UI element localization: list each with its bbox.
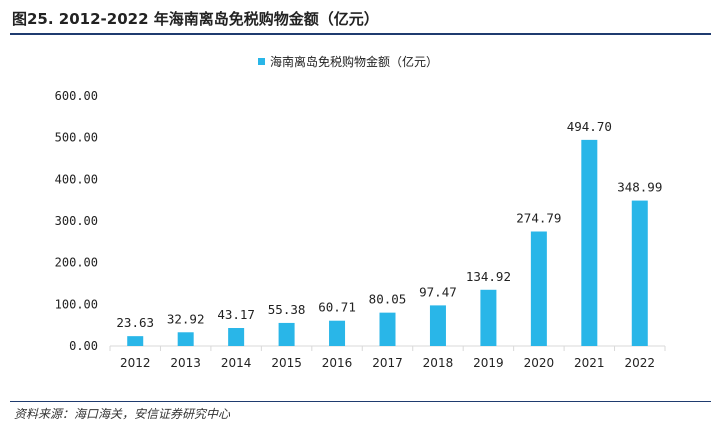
- y-tick-label: 600.00: [55, 89, 98, 103]
- source-note: 资料来源：海口海关，安信证券研究中心: [14, 407, 231, 421]
- bar-2017: [379, 312, 396, 346]
- bar-2019: [480, 289, 497, 346]
- y-tick-label: 500.00: [55, 131, 98, 145]
- data-label-2021: 494.70: [567, 119, 612, 134]
- x-axis: 2012 2013 2014 2015 2016 2017 2018 2019 2020 2021…: [109, 345, 666, 370]
- x-tick-label-2016: 2016: [322, 356, 353, 370]
- bar-2012: [127, 336, 144, 346]
- bar-2014: [228, 328, 245, 346]
- bar-chart: 海南离岛免税购物金额（亿元） 0.00 100.00 200.00 300.00 400…: [55, 54, 666, 370]
- y-tick-label: 100.00: [55, 297, 98, 311]
- data-label-2018: 97.47: [419, 284, 457, 299]
- x-tick-label-2019: 2019: [473, 356, 504, 370]
- chart-legend: 海南离岛免税购物金额（亿元）: [258, 54, 438, 69]
- bar-2022: [631, 200, 648, 346]
- bar-2016: [329, 320, 346, 346]
- bar-2018: [429, 305, 446, 346]
- legend-label: 海南离岛免税购物金额（亿元）: [270, 54, 438, 69]
- y-tick-label: 300.00: [55, 214, 98, 228]
- data-label-2012: 23.63: [116, 315, 154, 330]
- data-label-2019: 134.92: [466, 269, 511, 284]
- data-label-2013: 32.92: [167, 311, 205, 326]
- y-tick-label: 0.00: [69, 339, 98, 353]
- data-labels: 23.63 32.92 43.17 55.38 60.71 80.05 97.47 134.9…: [116, 119, 662, 330]
- data-label-2015: 55.38: [268, 302, 306, 317]
- y-axis: 0.00 100.00 200.00 300.00 400.00 500.00 600.00: [55, 89, 98, 353]
- x-tick-label-2017: 2017: [372, 356, 403, 370]
- bar-2021: [581, 139, 598, 346]
- x-tick-label-2021: 2021: [574, 356, 605, 370]
- source-rule: [10, 401, 711, 402]
- data-label-2016: 60.71: [318, 300, 356, 315]
- data-label-2017: 80.05: [369, 292, 407, 307]
- bar-2013: [177, 332, 194, 346]
- x-tick-label-2018: 2018: [423, 356, 454, 370]
- x-tick-label-2012: 2012: [120, 356, 151, 370]
- y-tick-label: 400.00: [55, 172, 98, 186]
- title-rule: [10, 33, 711, 35]
- y-tick-label: 200.00: [55, 256, 98, 270]
- bar-2020: [530, 231, 547, 346]
- x-tick-label-2022: 2022: [624, 356, 655, 370]
- x-tick-label-2020: 2020: [524, 356, 555, 370]
- x-tick-label-2013: 2013: [170, 356, 201, 370]
- data-label-2020: 274.79: [516, 211, 561, 226]
- x-tick-label-2015: 2015: [271, 356, 302, 370]
- data-label-2014: 43.17: [217, 307, 255, 322]
- x-tick-label-2014: 2014: [221, 356, 252, 370]
- bar-series: [127, 139, 648, 346]
- data-label-2022: 348.99: [617, 180, 662, 195]
- legend-swatch: [258, 58, 265, 65]
- bar-2015: [278, 322, 295, 346]
- figure-title: 图25. 2012-2022 年海南离岛免税购物金额（亿元）: [12, 10, 379, 28]
- chart-area: 海南离岛免税购物金额（亿元） 0.00 100.00 200.00 300.00 400…: [0, 34, 721, 400]
